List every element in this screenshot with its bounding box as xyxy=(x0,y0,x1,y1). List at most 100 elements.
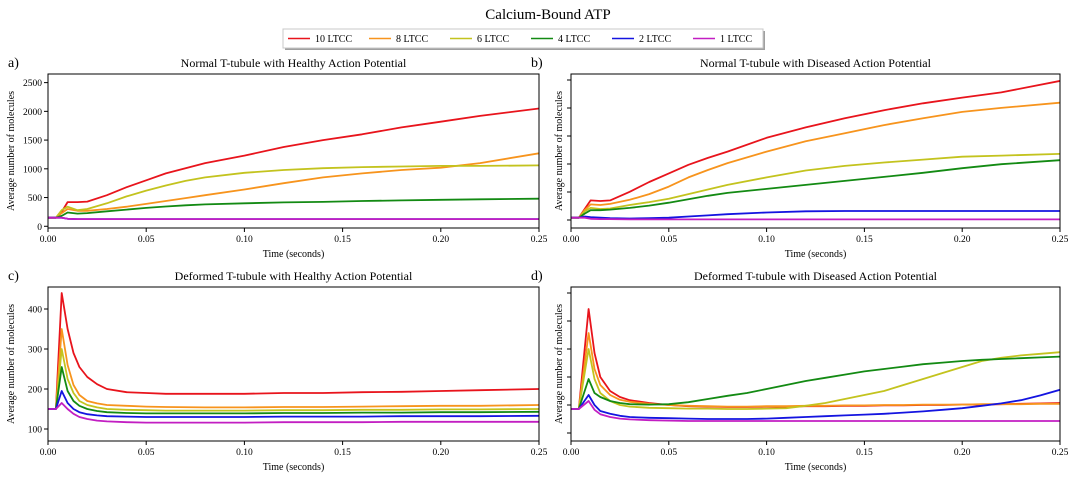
panel-letter: a) xyxy=(8,56,19,71)
legend-label: 1 LTCC xyxy=(720,34,752,45)
series-line xyxy=(48,390,539,418)
x-tick-label: 0.20 xyxy=(954,448,971,458)
x-axis-label: Time (seconds) xyxy=(785,249,847,260)
chart-title: Normal T-tubule with Diseased Action Pot… xyxy=(700,56,932,70)
series-line xyxy=(571,153,1060,219)
y-tick-label: 200 xyxy=(28,386,43,396)
x-tick-label: 0.05 xyxy=(660,235,677,245)
panel-letter: c) xyxy=(8,269,19,284)
x-tick-label: 0.15 xyxy=(334,448,351,458)
series-line xyxy=(571,210,1060,220)
legend-item: 1 LTCC xyxy=(693,34,752,45)
series-line xyxy=(48,216,539,220)
figure-title: Calcium-Bound ATP xyxy=(485,7,610,23)
plot-frame xyxy=(570,73,1061,229)
plot-frame xyxy=(570,286,1061,442)
chart-panel-d: d) Deformed T-tubule with Diseased Action… xyxy=(531,269,1069,473)
series-line xyxy=(571,332,1060,410)
chart-title: Deformed T-tubule with Healthy Action Po… xyxy=(175,269,413,283)
plot-frame xyxy=(47,286,540,442)
y-tick-label: 1000 xyxy=(23,165,42,175)
y-tick-label: 0 xyxy=(37,223,42,233)
series-line xyxy=(48,328,539,410)
chart-panel-c: c) Deformed T-tubule with Healthy Action … xyxy=(6,269,548,473)
series-group xyxy=(571,80,1060,221)
legend-label: 6 LTCC xyxy=(477,34,509,45)
y-axis-label: Average number of molecules xyxy=(6,304,17,424)
x-tick-label: 0.05 xyxy=(138,448,155,458)
x-tick-label: 0.00 xyxy=(40,235,57,245)
series-line xyxy=(48,402,539,424)
series-line xyxy=(48,197,539,219)
x-tick-label: 0.25 xyxy=(1052,235,1069,245)
y-tick-label: 1500 xyxy=(23,137,42,147)
y-tick-label: 2500 xyxy=(23,79,42,89)
y-tick-label: 300 xyxy=(28,346,43,356)
legend-frame xyxy=(282,28,764,49)
x-tick-label: 0.05 xyxy=(660,448,677,458)
x-tick-label: 0.20 xyxy=(954,235,971,245)
chart-panel-a: a) Normal T-tubule with Healthy Action Po… xyxy=(6,56,548,260)
series-line xyxy=(48,107,539,219)
legend-item: 4 LTCC xyxy=(531,34,590,45)
series-line xyxy=(48,164,539,219)
x-tick-label: 0.15 xyxy=(856,448,873,458)
x-tick-label: 0.00 xyxy=(563,235,580,245)
x-axis-label: Time (seconds) xyxy=(263,249,325,260)
x-axis-label: Time (seconds) xyxy=(785,462,847,473)
x-tick-label: 0.25 xyxy=(531,448,548,458)
panel-letter: b) xyxy=(531,56,543,71)
x-tick-label: 0.10 xyxy=(758,448,775,458)
legend-label: 2 LTCC xyxy=(639,34,671,45)
x-tick-label: 0.10 xyxy=(758,235,775,245)
series-line xyxy=(48,348,539,412)
y-tick-label: 100 xyxy=(28,426,43,436)
legend-item: 10 LTCC xyxy=(288,34,352,45)
series-group xyxy=(571,308,1060,422)
series-line xyxy=(48,366,539,415)
y-tick-label: 2000 xyxy=(23,108,42,118)
panels: a) Normal T-tubule with Healthy Action Po… xyxy=(6,56,1069,473)
y-axis-label: Average number of molecules xyxy=(6,91,17,211)
legend-label: 10 LTCC xyxy=(315,34,352,45)
series-line xyxy=(48,292,539,410)
x-tick-label: 0.00 xyxy=(563,448,580,458)
x-tick-label: 0.20 xyxy=(432,448,449,458)
series-line xyxy=(571,355,1060,410)
x-tick-label: 0.25 xyxy=(531,235,548,245)
y-axis-label: Average number of molecules xyxy=(554,91,565,211)
y-tick-label: 500 xyxy=(28,194,43,204)
chart-panel-b: b) Normal T-tubule with Diseased Action P… xyxy=(531,56,1069,260)
chart-title: Deformed T-tubule with Diseased Action P… xyxy=(694,269,938,283)
y-tick-label: 400 xyxy=(28,306,43,316)
panel-letter: d) xyxy=(531,269,543,284)
series-group xyxy=(48,107,539,220)
legend-label: 4 LTCC xyxy=(558,34,590,45)
series-line xyxy=(571,159,1060,219)
series-line xyxy=(571,400,1060,422)
legend-item: 6 LTCC xyxy=(450,34,509,45)
x-tick-label: 0.15 xyxy=(334,235,351,245)
legend-item: 2 LTCC xyxy=(612,34,671,45)
chart-title: Normal T-tubule with Healthy Action Pote… xyxy=(181,56,407,70)
series-line xyxy=(571,101,1060,219)
series-line xyxy=(571,80,1060,219)
x-tick-label: 0.20 xyxy=(432,235,449,245)
x-tick-label: 0.15 xyxy=(856,235,873,245)
legend-label: 8 LTCC xyxy=(396,34,428,45)
series-line xyxy=(571,216,1060,221)
x-axis-label: Time (seconds) xyxy=(263,462,325,473)
y-axis-label: Average number of molecules xyxy=(554,304,565,424)
plot-frame xyxy=(47,73,540,229)
legend-item: 8 LTCC xyxy=(369,34,428,45)
x-tick-label: 0.25 xyxy=(1052,448,1069,458)
series-group xyxy=(48,292,539,424)
x-tick-label: 0.10 xyxy=(236,448,253,458)
x-tick-label: 0.00 xyxy=(40,448,57,458)
series-line xyxy=(571,388,1060,420)
x-tick-label: 0.05 xyxy=(138,235,155,245)
x-tick-label: 0.10 xyxy=(236,235,253,245)
legend: 10 LTCC 8 LTCC 6 LTCC 4 LTCC 2 LTCC 1 LTCC xyxy=(282,28,765,50)
series-line xyxy=(48,152,539,219)
